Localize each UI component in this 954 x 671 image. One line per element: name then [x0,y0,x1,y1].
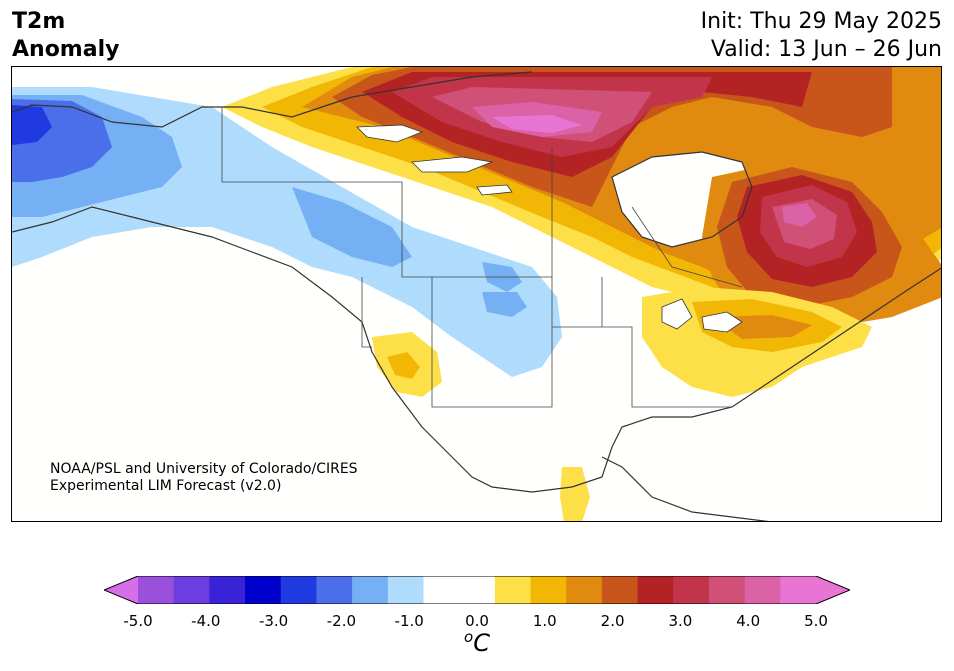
colorbar-bin [316,576,353,604]
colorbar-bin [209,576,246,604]
forecast-dates: Init: Thu 29 May 2025 Valid: 13 Jun – 26… [701,8,942,64]
colorbar-bin [708,576,746,604]
degree-symbol: o [464,628,474,646]
title-variable: T2m [12,9,66,34]
colorbar-bin [601,576,639,604]
colorbar-bin [673,576,710,604]
map-canvas [12,67,941,521]
colorbar-bin [530,576,567,604]
colorbar-bin [459,576,496,604]
colorbar-bin [423,576,460,604]
colorbar-above-max-arrow [816,576,850,604]
colorbar-bin [744,576,781,604]
colorbar-tick-label: 4.0 [736,612,761,630]
colorbar-bin [387,576,424,604]
colorbar-tick-label: 2.0 [600,612,625,630]
california-warm-anomaly [372,332,442,397]
colorbar-below-min-arrow [104,576,138,604]
credit-line-1: NOAA/PSL and University of Colorado/CIRE… [50,461,358,477]
anomaly-map: NOAA/PSL and University of Colorado/CIRE… [11,66,942,522]
credit-line-2: Experimental LIM Forecast (v2.0) [50,478,282,494]
map-title: T2m Anomaly [12,8,119,64]
init-date: Init: Thu 29 May 2025 [700,9,942,34]
colorbar-ticks: -5.0 -4.0 -3.0 -2.0 -1.0 0.0 1.0 2.0 3.0 4.0 5.0 [0,612,954,632]
colorbar-tick-label: 3.0 [668,612,693,630]
colorbar-tick-label: 1.0 [532,612,557,630]
colorbar [104,576,850,604]
colorbar-tick-label: 5.0 [804,612,828,630]
unit-label: C [473,629,490,657]
colorbar-bins [138,576,817,604]
alaska-cold-anomaly [12,87,562,377]
colorbar-tick-label: 0.0 [465,612,489,630]
colorbar-bin [245,576,282,604]
lakes [356,124,743,333]
colorbar-tick-label: -2.0 [326,612,357,630]
political-borders [221,107,743,408]
quebec-warm-anomaly [702,162,941,327]
colorbar-tick-label: -5.0 [123,612,153,630]
colorbar-bin [352,576,389,604]
colorbar-bin [173,576,210,604]
data-credit: NOAA/PSL and University of Colorado/CIRE… [50,461,358,495]
colorbar-unit: oC [464,628,490,657]
colorbar-tick-label: -4.0 [191,612,221,630]
colorbar-bin [280,576,317,604]
colorbar-bin [637,576,674,604]
colorbar-bin [780,576,817,604]
colorbar-bin [138,576,175,604]
colorbar-tick-label: -3.0 [258,612,289,630]
colorbar-tick-label: -1.0 [394,612,424,630]
title-type: Anomaly [12,37,120,62]
colorbar-bin [566,576,603,604]
mexico-warm-anomaly [560,467,590,521]
valid-range: Valid: 13 Jun – 26 Jun [710,37,942,62]
colorbar-bin [494,576,532,604]
